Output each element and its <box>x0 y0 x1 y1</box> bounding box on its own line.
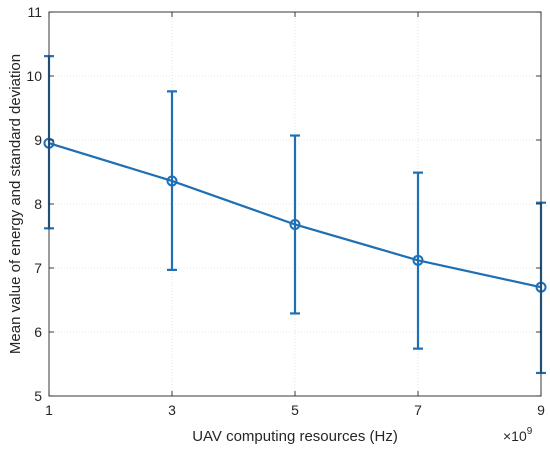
y-tick-label: 11 <box>27 4 42 20</box>
x-tick-label: 1 <box>45 402 53 418</box>
x-multiplier-exponent: 9 <box>527 426 533 437</box>
series-layer <box>43 55 547 375</box>
x-tick-label: 5 <box>291 402 299 418</box>
x-tick-label: 7 <box>414 402 422 418</box>
data-point-marker <box>412 254 424 266</box>
y-tick-label: 7 <box>34 260 42 276</box>
ticks <box>48 11 542 397</box>
y-tick-label: 8 <box>34 196 42 212</box>
y-tick-label: 9 <box>34 132 42 148</box>
x-multiplier-base: ×10 <box>503 428 527 444</box>
y-tick-label: 6 <box>34 324 42 340</box>
data-point-marker <box>166 175 178 187</box>
y-tick-label: 10 <box>26 68 42 84</box>
y-tick-label: 5 <box>34 388 42 404</box>
x-tick-label: 3 <box>168 402 176 418</box>
data-point-marker <box>289 218 301 230</box>
x-axis-label: UAV computing resources (Hz) <box>192 428 398 445</box>
x-multiplier: ×109 <box>503 426 533 444</box>
x-tick-label: 9 <box>537 402 545 418</box>
y-axis-label: Mean value of energy and standard deviat… <box>7 54 24 354</box>
tick-labels: 1 3 5 7 9 5 6 7 8 9 10 11 <box>26 4 545 418</box>
